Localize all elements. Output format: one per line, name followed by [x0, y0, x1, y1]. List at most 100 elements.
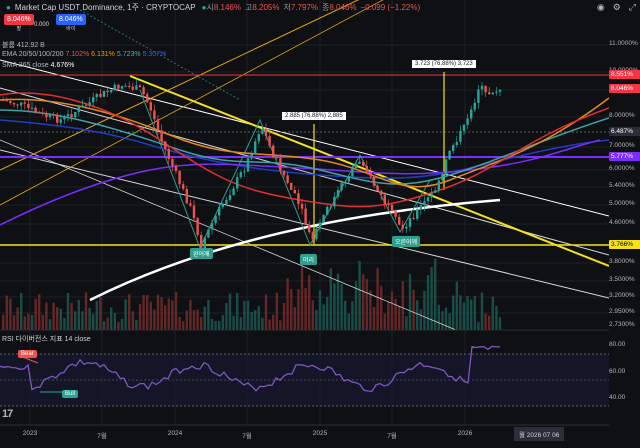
volume-bar [153, 309, 156, 330]
candle-body [426, 197, 430, 202]
candle-body [120, 86, 124, 89]
candlesticks [2, 80, 502, 251]
volume-bar [444, 307, 448, 330]
candle-body [290, 182, 293, 190]
candle-body [52, 114, 55, 116]
head-tag[interactable]: 머리 [300, 254, 318, 265]
volume-bar [495, 305, 498, 330]
volume-bar [344, 300, 347, 330]
candle-body [192, 205, 196, 219]
candle-body [272, 145, 275, 158]
volume-bar [9, 298, 12, 330]
settings-icon[interactable]: ⚙ [612, 2, 621, 12]
volume-bar [106, 317, 109, 330]
candle-body [452, 145, 455, 151]
spread-value: 0.000 [34, 22, 50, 28]
volume-bar [282, 303, 286, 330]
time-tick: 7월 [97, 433, 107, 440]
price-tick: 4.6000% [609, 219, 635, 226]
volume-legend[interactable]: 볼륨 412.92 B [2, 42, 45, 49]
candle-body [462, 124, 466, 131]
ema50-value: 6.131% [91, 51, 115, 58]
candle-body [333, 196, 336, 207]
volume-bar [59, 308, 62, 330]
volume-bar [459, 295, 462, 330]
chart-header: ● Market Cap USDT Dominance, 1주 · CRYPTO… [0, 0, 424, 14]
volume-bar [174, 292, 178, 330]
price-tick: 5.0000% [609, 200, 635, 207]
time-tick: 7월 [387, 433, 397, 440]
candle-body [182, 184, 185, 189]
sell-label: 팔 [16, 26, 22, 32]
candle-body [99, 94, 102, 97]
candle-body [102, 90, 106, 97]
ohlc-key: 고 [244, 2, 253, 12]
candle-body [228, 195, 232, 200]
volume-bar [239, 317, 242, 330]
volume-bar [380, 285, 383, 330]
volume-bar [326, 297, 329, 330]
candle-body [362, 161, 365, 166]
toolbar-icons: ◉ ⚙ ⤢ [597, 2, 636, 13]
right-shoulder-tag[interactable]: 오른어깨 [392, 236, 421, 247]
candle-body [264, 128, 268, 137]
candle-body [423, 201, 426, 206]
symbol-dot: ● [6, 2, 11, 12]
fullscreen-icon[interactable]: ⤢ [628, 2, 636, 12]
ema200-value: 5.307% [142, 51, 167, 58]
moving-averages [0, 92, 609, 226]
candle-body [84, 105, 88, 107]
sma-label: SMA 365 close [2, 62, 49, 69]
volume-bar [272, 314, 275, 330]
volume-bar [142, 294, 145, 330]
measure-label-1[interactable]: 2.885 (76.88%) 2,885 [282, 112, 346, 120]
candle-body [156, 119, 160, 131]
candle-body [200, 235, 203, 249]
ohlc-key: 시 [206, 2, 214, 12]
price-label: 3.766% [609, 240, 640, 249]
candle-body [257, 134, 260, 142]
price-axis[interactable]: 11.0000%10.0000%9.0000%8.0000%7.0000%6.0… [609, 0, 640, 448]
sell-button[interactable]: 8.046% 팔 [4, 14, 34, 32]
candle-body [56, 114, 59, 123]
volume-bar [401, 281, 404, 330]
candle-body [196, 218, 199, 236]
price-tick: 6.0000% [609, 165, 635, 172]
volume-bar [250, 311, 253, 330]
candle-body [30, 107, 34, 109]
buy-button[interactable]: 8.046% 바이 [56, 14, 86, 32]
price-chart[interactable] [0, 0, 609, 448]
candle-body [430, 192, 433, 198]
candle-body [63, 116, 66, 120]
candle-body [495, 91, 498, 93]
buy-price: 8.046% [56, 14, 86, 25]
candle-body [275, 157, 278, 159]
volume-bar [113, 313, 116, 330]
volume-bar [405, 316, 408, 330]
volume-bar [416, 300, 419, 330]
tradingview-logo[interactable]: 17 [2, 408, 13, 420]
bull-tag: Bull [62, 390, 79, 398]
candle-body [214, 215, 217, 224]
volume-bar [304, 288, 307, 330]
volume-bar [329, 268, 332, 330]
ema-legend[interactable]: EMA 20/50/100/200 7.102% 6.131% 5.723% 5… [2, 51, 166, 58]
candle-body [243, 171, 246, 173]
crosshair-date: 월 2026 07 06 [514, 427, 565, 441]
ohlc-key: 종 [322, 2, 330, 12]
rsi-legend[interactable]: RSI 다이버전스 지표 14 close [2, 334, 91, 344]
candle-body [239, 172, 242, 178]
sma-legend[interactable]: SMA 365 close 4.676% [2, 62, 74, 69]
volume-bar [196, 309, 199, 330]
candle-body [279, 157, 282, 171]
volume-bar [434, 258, 437, 330]
volume-bar [315, 310, 318, 330]
left-shoulder-tag[interactable]: 왼어깨 [190, 248, 213, 259]
volume-bar [185, 310, 188, 330]
price-tick: 2.7300% [609, 321, 635, 328]
symbol-title[interactable]: Market Cap USDT Dominance, 1주 · CRYPTOCA… [14, 2, 196, 12]
measure-label-2[interactable]: 3.723 (76.88%) 3,723 [412, 60, 476, 68]
candle-body [491, 92, 494, 95]
camera-icon[interactable]: ◉ [596, 2, 605, 12]
